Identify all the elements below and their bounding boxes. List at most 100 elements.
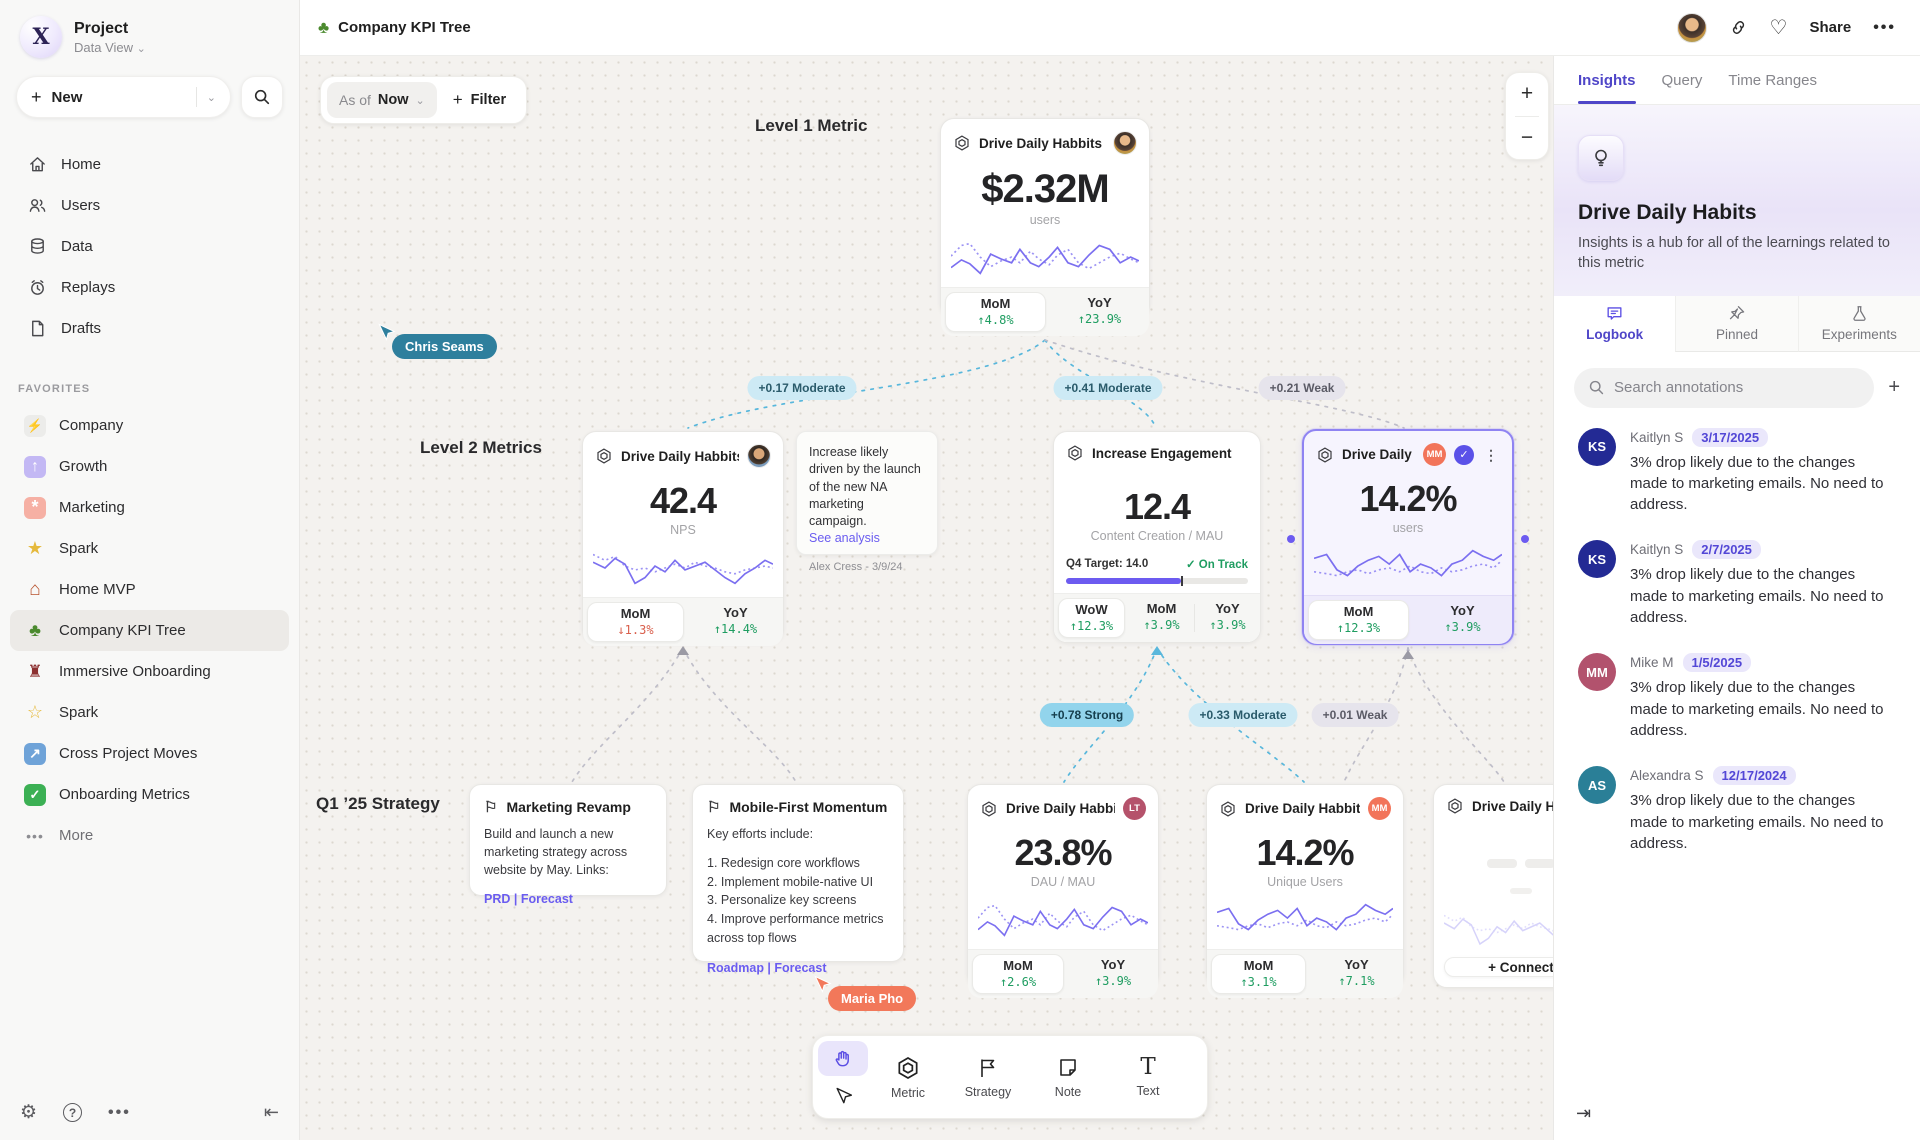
selection-handle[interactable] xyxy=(1521,535,1529,543)
trend-wow[interactable]: WoW ↑12.3% xyxy=(1058,598,1125,638)
metric-card-engagement[interactable]: Increase Engagement 12.4 Content Creatio… xyxy=(1053,431,1261,643)
annotation-date-badge[interactable]: 3/17/2025 xyxy=(1692,427,1769,447)
metric-card-title: Drive Daily Habbits xyxy=(1006,801,1115,816)
metric-card-l1[interactable]: Drive Daily Habbits $2.32M users MoM ↑4.8… xyxy=(940,118,1150,336)
zoom-out-button[interactable]: − xyxy=(1520,125,1534,149)
sidebar-item-company[interactable]: ⚡ Company xyxy=(10,405,289,446)
sidebar-item-home[interactable]: Home xyxy=(0,144,299,185)
trend-yoy[interactable]: YoY ↑3.9% xyxy=(1209,601,1246,632)
trend-mom[interactable]: MoM ↑3.9% xyxy=(1143,601,1180,632)
add-annotation-button[interactable]: + xyxy=(1888,376,1900,399)
collapse-panel-icon[interactable]: ⇥ xyxy=(1576,1103,1592,1123)
add-filter-button[interactable]: + Filter xyxy=(452,90,507,109)
trend-mom[interactable]: MoM ↓1.3% xyxy=(587,602,684,642)
strategy-links[interactable]: Roadmap | Forecast xyxy=(707,960,827,975)
see-analysis-link[interactable]: See analysis xyxy=(809,531,880,546)
sidebar-item-more[interactable]: ••• More xyxy=(10,815,289,856)
tab-time-ranges[interactable]: Time Ranges xyxy=(1728,71,1818,89)
asof-dropdown[interactable]: As of Now ⌄ xyxy=(327,82,437,118)
sidebar-item-label: Data xyxy=(61,238,93,255)
tree-connectors xyxy=(571,339,1505,783)
metric-card-partial[interactable]: Drive Daily Hab + Connect xyxy=(1433,784,1553,988)
select-tool-button[interactable] xyxy=(818,1078,868,1113)
sidebar-item-company-kpi-tree[interactable]: ♣ Company KPI Tree xyxy=(10,610,289,651)
edge-label: +0.17 Moderate xyxy=(747,376,857,400)
section-label-level2: Level 2 Metrics xyxy=(420,438,542,457)
annotation-item[interactable]: MM Mike M 1/5/2025 3% drop likely due to … xyxy=(1578,653,1896,741)
strategy-card-mobile-first[interactable]: ⚐ Mobile-First Momentum Key efforts inclu… xyxy=(692,784,904,975)
strategy-links[interactable]: PRD | Forecast xyxy=(484,892,573,907)
gear-icon[interactable]: ⚙ xyxy=(20,1102,38,1123)
trend-yoy[interactable]: YoY ↑7.1% xyxy=(1338,957,1375,988)
trend-yoy[interactable]: YoY ↑23.9% xyxy=(1077,295,1122,326)
heart-icon[interactable]: ♡ xyxy=(1769,17,1788,39)
metric-card-dau-mau[interactable]: Drive Daily Habbits LT 23.8% DAU / MAU M… xyxy=(967,784,1159,998)
sidebar-item-users[interactable]: Users xyxy=(0,185,299,226)
share-button[interactable]: Share xyxy=(1809,19,1852,36)
sidebar-item-marketing[interactable]: * Marketing xyxy=(10,487,289,528)
annotation-item[interactable]: KS Kaitlyn S 2/7/2025 3% drop likely due … xyxy=(1578,540,1896,628)
more-icon[interactable]: ••• xyxy=(108,1103,131,1121)
strategy-card-marketing-revamp[interactable]: ⚐ Marketing Revamp Build and launch a new… xyxy=(469,784,667,906)
sidebar-item-spark[interactable]: ★ Spark xyxy=(10,528,289,569)
search-annotations-input[interactable]: Search annotations xyxy=(1574,367,1875,408)
more-icon[interactable]: ••• xyxy=(1873,18,1896,36)
project-switcher[interactable]: X Project Data View ⌄ xyxy=(0,0,299,66)
hand-tool-button[interactable] xyxy=(818,1041,868,1076)
note-card[interactable]: Increase likely driven by the launch of … xyxy=(796,431,938,573)
trend-yoy[interactable]: YoY ↑14.4% xyxy=(713,605,758,636)
text-tool-button[interactable]: T Text xyxy=(1136,1054,1160,1099)
sidebar-item-growth[interactable]: ↑ Growth xyxy=(10,446,289,487)
owner-avatar xyxy=(1113,131,1137,155)
note-tool-button[interactable]: Note xyxy=(1028,1041,1108,1113)
tab-query[interactable]: Query xyxy=(1661,71,1703,89)
metric-card-unique-users[interactable]: Drive Daily Habbits MM 14.2% Unique User… xyxy=(1206,784,1404,998)
metric-tool-button[interactable]: Metric xyxy=(868,1041,948,1113)
draft-file-icon xyxy=(32,320,44,337)
connect-button[interactable]: + Connect xyxy=(1444,957,1553,977)
annotation-date-badge[interactable]: 12/17/2024 xyxy=(1712,766,1796,786)
tab-pinned[interactable]: Pinned xyxy=(1675,295,1798,352)
tab-logbook[interactable]: Logbook xyxy=(1554,295,1676,352)
trend-yoy[interactable]: YoY ↑3.9% xyxy=(1444,603,1481,634)
sidebar-item-data[interactable]: Data xyxy=(0,226,299,267)
collapse-sidebar-icon[interactable]: ⇤ xyxy=(263,1102,279,1122)
sidebar-item-onboarding-metrics[interactable]: ✓ Onboarding Metrics xyxy=(10,774,289,815)
annotation-item[interactable]: KS Kaitlyn S 3/17/2025 3% drop likely due… xyxy=(1578,427,1896,516)
trend-mom[interactable]: MoM ↑3.1% xyxy=(1211,954,1306,994)
metric-unit: users xyxy=(1029,213,1061,227)
chevron-down-icon[interactable]: ⌄ xyxy=(206,91,216,104)
sidebar-item-immersive-onboarding[interactable]: ♜ Immersive Onboarding xyxy=(10,651,289,692)
trend-mom[interactable]: MoM ↑2.6% xyxy=(972,954,1064,994)
new-button[interactable]: + New ⌄ xyxy=(16,76,231,118)
tab-experiments[interactable]: Experiments xyxy=(1797,295,1920,352)
trend-mom[interactable]: MoM ↑4.8% xyxy=(945,292,1046,332)
annotation-item[interactable]: AS Alexandra S 12/17/2024 3% drop likely … xyxy=(1578,766,1896,854)
sidebar-item-drafts[interactable]: Drafts xyxy=(0,308,299,349)
zoom-in-button[interactable]: + xyxy=(1520,82,1534,106)
trend-yoy[interactable]: YoY ↑3.9% xyxy=(1094,957,1132,988)
sidebar-item-replays[interactable]: Replays xyxy=(0,267,299,308)
annotation-date-badge[interactable]: 2/7/2025 xyxy=(1692,540,1761,560)
sidebar-item-cross-project-moves[interactable]: ↗ Cross Project Moves xyxy=(10,733,289,774)
copy-link-icon[interactable] xyxy=(1729,18,1748,37)
selection-handle[interactable] xyxy=(1287,535,1295,543)
sidebar-item-home-mvp[interactable]: ⌂ Home MVP xyxy=(10,569,289,610)
project-view-selector[interactable]: Data View ⌄ xyxy=(74,39,146,55)
metric-card-nps[interactable]: Drive Daily Habbits 42.4 NPS MoM ↓1.3% Yo… xyxy=(582,431,784,646)
annotation-date-badge[interactable]: 1/5/2025 xyxy=(1682,653,1752,673)
metric-card-selected[interactable]: Drive Daily Habb.. MM ✓ ⋮ 14.2% users Mo… xyxy=(1287,429,1529,645)
kpi-tree-canvas[interactable]: As of Now ⌄ + Filter + − Level 1 Metric … xyxy=(300,56,1553,1140)
kebab-menu-icon[interactable]: ⋮ xyxy=(1484,446,1498,463)
sidebar-item-label: Replays xyxy=(61,279,116,296)
user-avatar[interactable] xyxy=(1676,12,1707,43)
favorites-list: ⚡ Company ↑ Growth * Marketing ★ Spark ⌂ Home… xyxy=(0,405,299,856)
metric-hexagon-icon xyxy=(1068,445,1082,461)
help-icon[interactable]: ? xyxy=(63,1103,83,1122)
trend-mom[interactable]: MoM ↑12.3% xyxy=(1308,600,1409,640)
search-button[interactable] xyxy=(241,76,283,118)
sidebar-item-spark-2[interactable]: ☆ Spark xyxy=(10,692,289,733)
strategy-tool-button[interactable]: Strategy xyxy=(948,1041,1028,1113)
tab-insights[interactable]: Insights xyxy=(1578,56,1636,104)
